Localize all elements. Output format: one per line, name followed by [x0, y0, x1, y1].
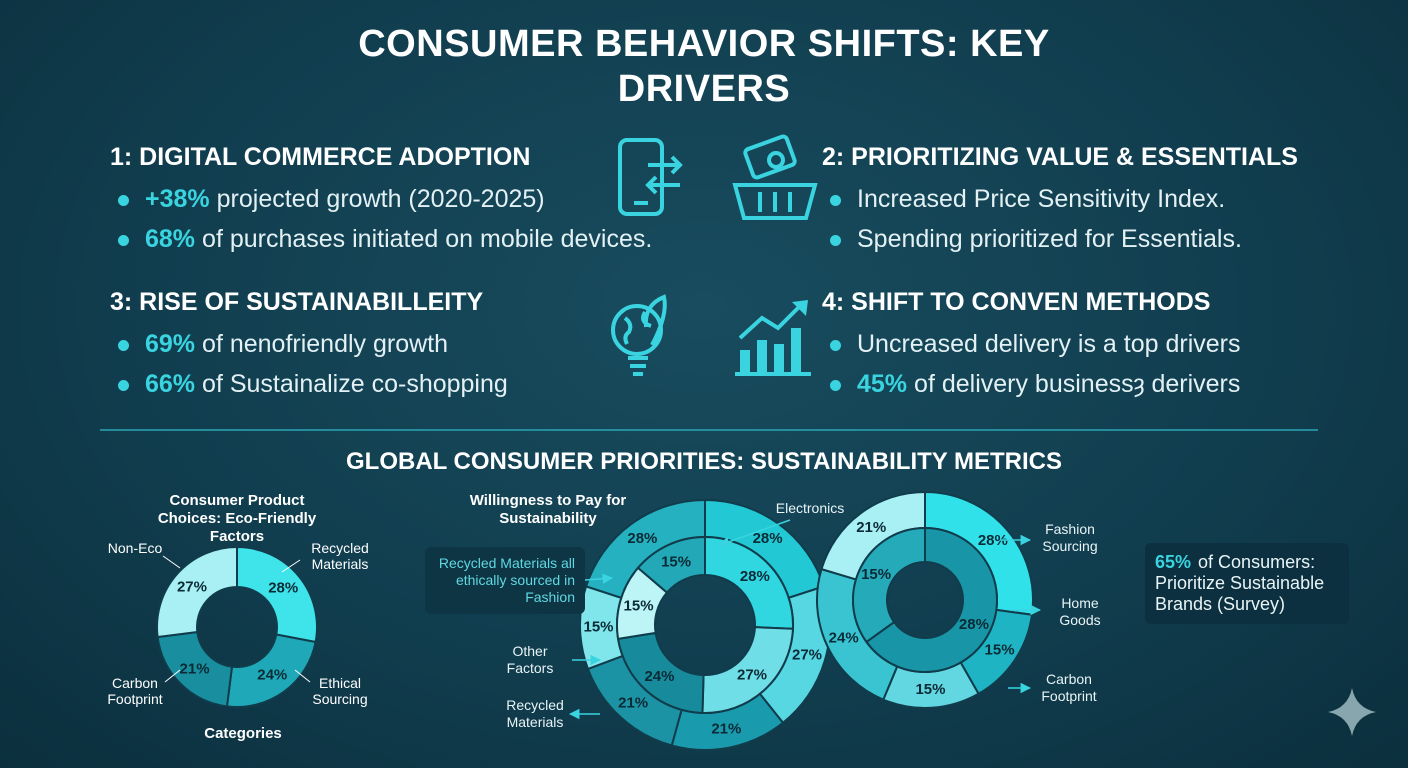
section-heading: 4: SHIFT TO CONVEN METHODS [822, 288, 1211, 316]
value-label: 28% [627, 530, 657, 547]
callout: 65% of Consumers: Prioritize Sustainable … [1145, 543, 1349, 624]
bullet: Increased Price Sensitivity Index. [830, 185, 1225, 214]
bullet: 45% of delivery businessȝ derivers [830, 370, 1240, 399]
value-label: 24% [257, 667, 287, 684]
bullet-highlight: 68% [145, 225, 196, 253]
annotation: Electronics [775, 500, 845, 516]
annotation: Carbon Footprint [1041, 671, 1097, 704]
value-label: 21% [711, 720, 741, 737]
category-label: Non-Eco [107, 540, 163, 556]
bullet: 69% of nenofriendly growth [118, 330, 448, 359]
axis-label: Categories [204, 725, 282, 742]
value-label: 21% [856, 519, 886, 536]
basket-icon [732, 134, 818, 220]
bullet-dot [118, 339, 129, 351]
bullet: Spending prioritized for Essentials. [830, 225, 1242, 254]
page-title: CONSUMER BEHAVIOR SHIFTS: KEY DRIVERS [358, 23, 1050, 110]
section-heading: 3: RISE OF SUSTAINABILLEITY [110, 288, 484, 316]
category-label: Ethical Sourcing [312, 675, 368, 707]
leader-line [294, 669, 311, 683]
value-label: 15% [861, 566, 891, 583]
bullet-dot [830, 379, 841, 391]
chart-title: Consumer Product Choices: Eco-Friendly F… [157, 492, 317, 545]
value-label: 15% [985, 641, 1015, 658]
category-label: Recycled Materials [311, 540, 369, 572]
value-label: 28% [978, 532, 1008, 549]
callout-text: of Consumers: Prioritize Sustainable Bra… [1155, 552, 1325, 614]
bullet: Uncreased delivery is a top drivers [830, 330, 1241, 359]
sparkle [1328, 688, 1376, 736]
donut-segment [704, 535, 794, 630]
value-label: 27% [792, 647, 822, 664]
donut-segment [636, 535, 706, 594]
bullet-dot [118, 234, 129, 246]
annotation: Fashion Sourcing [1042, 521, 1098, 554]
phone-icon [618, 138, 683, 216]
bullet-dot [118, 379, 129, 391]
value-label: 15% [661, 553, 691, 570]
bullet-dot [118, 194, 129, 206]
bullet: +38% projected growth (2020-2025) [118, 185, 545, 214]
value-label: 24% [829, 629, 859, 646]
value-label: 21% [618, 695, 648, 712]
bullet-text: of Sustainalize co-shopping [202, 370, 508, 398]
annotation: Recycled Materials all ethically sourced… [425, 547, 585, 614]
bulb-icon [611, 294, 667, 376]
value-label: 15% [915, 681, 945, 698]
bullet: 66% of Sustainalize co-shopping [118, 370, 508, 399]
leader-line [162, 555, 181, 569]
value-label: 27% [177, 578, 207, 595]
donut-segment [852, 526, 926, 644]
section-title: GLOBAL CONSUMER PRIORITIES: SUSTAINABILI… [345, 448, 1063, 475]
category-label: Carbon Footprint [107, 675, 163, 707]
donut-segment [236, 545, 318, 644]
bullet-highlight: +38% [145, 185, 210, 213]
bullet-text: of delivery businessȝ derivers [914, 370, 1241, 398]
annotation: Home Goods [1059, 595, 1101, 628]
value-label: 24% [644, 668, 674, 685]
value-label: 15% [584, 618, 614, 635]
leader-line [281, 559, 301, 573]
arrow [584, 573, 614, 584]
annotation: Other Factors [506, 643, 554, 676]
callout-highlight: 65% [1155, 552, 1192, 572]
value-label: 28% [268, 580, 298, 597]
arrow [719, 519, 791, 547]
leader-line [164, 669, 181, 683]
value-label: 15% [624, 597, 654, 614]
value-label: 28% [740, 568, 770, 585]
bullet-text: Increased Price Sensitivity Index. [857, 185, 1226, 213]
chart-title: Willingness to Pay for Sustainability [469, 492, 627, 527]
donut-segment [225, 633, 317, 708]
bullet-text: Uncreased delivery is a top drivers [857, 330, 1241, 358]
bullet-text: Spending prioritized for Essentials. [857, 225, 1242, 253]
bullet-text: projected growth (2020-2025) [216, 185, 545, 213]
value-label: 28% [959, 616, 989, 633]
bullet-highlight: 45% [857, 370, 908, 398]
bullet-dot [830, 339, 841, 351]
section-heading: 1: DIGITAL COMMERCE ADOPTION [110, 143, 531, 171]
section-heading: 2: PRIORITIZING VALUE & ESSENTIALS [822, 143, 1298, 171]
bullet: 68% of purchases initiated on mobile devi… [118, 225, 652, 254]
bullet-dot [830, 194, 841, 206]
bullet-highlight: 66% [145, 370, 196, 398]
growth-icon [735, 300, 811, 376]
bullet-dot [830, 234, 841, 246]
annotation: Recycled Materials [506, 697, 564, 730]
value-label: 28% [753, 530, 783, 547]
bullet-text: of nenofriendly growth [202, 330, 449, 358]
donut-segment [865, 526, 998, 673]
bullet-highlight: 69% [145, 330, 196, 358]
bullet-text: of purchases initiated on mobile devices… [202, 225, 653, 253]
value-label: 21% [180, 660, 210, 677]
value-label: 27% [737, 666, 767, 683]
donut-segment [156, 545, 238, 639]
